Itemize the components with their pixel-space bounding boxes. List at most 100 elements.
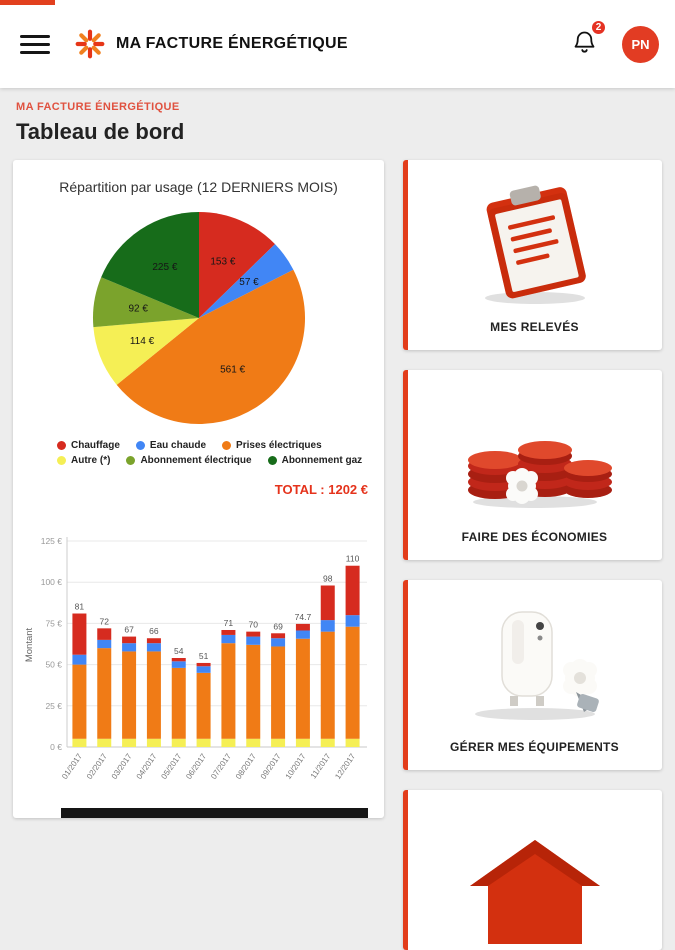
bell-icon xyxy=(574,31,595,53)
notifications-button[interactable]: 2 xyxy=(571,19,607,61)
bar-segment xyxy=(122,636,137,643)
breadcrumb: MA FACTURE ÉNERGÉTIQUE xyxy=(16,101,180,113)
pie-value-label: 114 € xyxy=(129,336,154,347)
y-axis-title: Montant xyxy=(24,627,35,662)
bar-segment xyxy=(221,629,236,635)
legend-label: Prises électriques xyxy=(236,439,322,451)
bar-segment xyxy=(196,672,211,739)
card-faire-des-economies[interactable]: FAIRE DES ÉCONOMIES xyxy=(403,370,662,560)
appliances-illustration xyxy=(450,598,620,730)
x-tick-label: 01/2017 xyxy=(60,751,84,780)
bar-segment xyxy=(171,667,186,739)
x-tick-label: 07/2017 xyxy=(209,751,233,780)
legend-item: Prises électriques xyxy=(222,440,322,451)
avatar[interactable]: PN xyxy=(622,25,659,63)
bar-segment xyxy=(122,651,137,739)
bar-total-label: 71 xyxy=(224,618,234,628)
pie-legend: Chauffage Eau chaude Prises électriques Aut… xyxy=(13,434,384,466)
bar-segment xyxy=(171,660,186,668)
page-title: Tableau de bord xyxy=(16,119,185,144)
bar-segment xyxy=(295,638,310,739)
bar-segment xyxy=(72,664,87,739)
pie-value-label: 561 € xyxy=(220,364,245,375)
legend-dot xyxy=(57,440,66,450)
bar-segment xyxy=(320,631,335,739)
bar-segment xyxy=(221,634,236,643)
bar-segment xyxy=(97,738,112,747)
pie-value-label: 92 € xyxy=(128,303,148,314)
bar-segment xyxy=(246,644,261,739)
bar-segment xyxy=(345,626,360,739)
x-tick-label: 05/2017 xyxy=(159,751,183,780)
bar-segment xyxy=(72,654,87,665)
legend-item: Chauffage xyxy=(57,440,120,451)
notification-badge: 2 xyxy=(590,19,607,36)
card-label: MES RELEVÉS xyxy=(490,320,579,334)
bar-segment xyxy=(171,738,186,747)
pie-slice xyxy=(92,317,199,385)
bar-total-label: 70 xyxy=(249,619,259,629)
y-tick-label: 100 € xyxy=(41,577,63,587)
bar-total-label: 74.7 xyxy=(295,611,312,621)
card-mes-releves[interactable]: MES RELEVÉS xyxy=(403,160,662,350)
bar-segment xyxy=(246,738,261,747)
menu-icon[interactable] xyxy=(20,34,50,54)
card-gerer-mes-equipements[interactable]: GÉRER MES ÉQUIPEMENTS xyxy=(403,580,662,770)
y-tick-label: 25 € xyxy=(45,700,62,710)
card-label: FAIRE DES ÉCONOMIES xyxy=(461,530,608,544)
bar-segment xyxy=(171,657,186,661)
legend-item: Autre (*) xyxy=(57,455,110,466)
bar-segment xyxy=(97,627,112,640)
bar-svg: 0 € 25 € 50 € 75 € 100 € 125 € Montant 81 01/201… xyxy=(24,536,367,780)
bar-segment xyxy=(122,642,137,652)
bar-segment xyxy=(295,738,310,747)
bar-segment xyxy=(72,738,87,747)
bar-segment xyxy=(295,623,310,631)
card-accent xyxy=(403,580,408,770)
bar-segment xyxy=(271,738,286,747)
card-partial[interactable] xyxy=(403,790,662,950)
legend-label: Chauffage xyxy=(71,439,120,451)
monthly-bar-chart: 0 € 25 € 50 € 75 € 100 € 125 € Montant 81 01/201… xyxy=(13,525,384,808)
bar-total-label: 69 xyxy=(273,621,283,631)
legend-label: Eau chaude xyxy=(149,439,207,451)
legend-item: Eau chaude xyxy=(135,439,207,451)
bar-segment xyxy=(271,646,286,739)
bar-total-label: 98 xyxy=(323,573,333,583)
status-bar-accent xyxy=(0,0,55,5)
bar-total-label: 51 xyxy=(199,651,209,661)
app-title: MA FACTURE ÉNERGÉTIQUE xyxy=(116,35,348,52)
card-accent xyxy=(403,790,408,950)
app-logo-icon xyxy=(74,28,106,60)
pie-slice xyxy=(198,243,293,318)
app-bar: MA FACTURE ÉNERGÉTIQUE 2 PN xyxy=(0,0,675,88)
pie-svg: 153 € 57 € 561 € 114 € 92 € 225 € xyxy=(92,211,305,424)
legend-label: Abonnement gaz xyxy=(281,454,363,466)
legend-dot xyxy=(267,455,277,465)
legend-label: Abonnement électrique xyxy=(140,454,252,466)
legend-dot xyxy=(222,440,232,450)
bar-total-label: 66 xyxy=(149,626,159,636)
bar-segment xyxy=(246,631,261,637)
pie-slice xyxy=(100,211,199,318)
bar-segment xyxy=(146,738,161,747)
bar-segment xyxy=(320,738,335,747)
pie-slice xyxy=(198,211,275,318)
legend-item: Abonnement gaz xyxy=(267,454,363,466)
pie-value-label: 225 € xyxy=(152,261,177,272)
bar-segment xyxy=(271,632,286,638)
bar-segment xyxy=(146,637,161,643)
bar-segment xyxy=(320,585,335,620)
bar-segment xyxy=(97,639,112,648)
quick-links: MES RELEVÉS xyxy=(403,160,662,950)
coins-illustration xyxy=(450,388,620,520)
bar-total-label: 81 xyxy=(75,601,85,611)
bar-segment xyxy=(221,642,236,739)
chart-footer-bar xyxy=(61,807,368,818)
bar-segment xyxy=(146,651,161,739)
x-tick-label: 12/2017 xyxy=(333,751,357,780)
house-illustration xyxy=(450,834,620,950)
bar-segment xyxy=(345,738,360,747)
legend-dot xyxy=(135,440,145,450)
bar-segment xyxy=(345,565,360,615)
